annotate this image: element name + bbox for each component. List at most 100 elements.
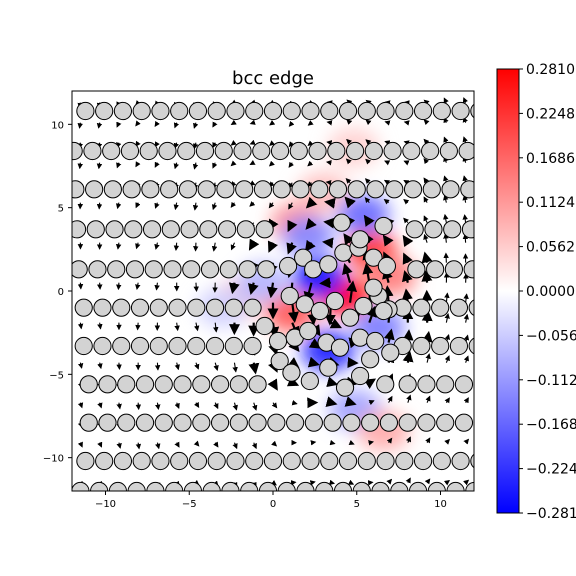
- atom: [141, 180, 160, 199]
- atom: [93, 336, 112, 356]
- displacement-arrow: [319, 277, 331, 289]
- atom: [325, 291, 345, 311]
- displacement-arrow: [192, 162, 199, 170]
- displacement-arrow: [97, 402, 103, 409]
- y-tick-label: −10: [43, 454, 64, 465]
- displacement-arrow: [325, 396, 338, 407]
- atom: [395, 451, 414, 471]
- displacement-arrow: [304, 239, 316, 253]
- displacement-arrow: [423, 119, 430, 126]
- displacement-arrow: [230, 201, 237, 208]
- atom: [182, 260, 201, 279]
- atom: [417, 375, 436, 394]
- displacement-arrow: [382, 285, 394, 303]
- atom: [173, 413, 192, 432]
- atom: [224, 298, 243, 317]
- displacement-arrow: [444, 292, 450, 303]
- displacement-arrow: [364, 197, 371, 204]
- atom: [345, 141, 365, 161]
- atom: [412, 336, 431, 356]
- displacement-arrow: [344, 396, 357, 407]
- displacement-arrow: [363, 378, 377, 389]
- atom: [132, 451, 151, 471]
- displacement-arrow: [463, 479, 470, 486]
- atom: [460, 180, 474, 199]
- atom: [407, 260, 426, 279]
- atom: [245, 101, 264, 121]
- atom: [338, 101, 358, 121]
- atom: [248, 413, 267, 432]
- colorbar-ticks: 0.2810 0.2248 0.1686 0.1124 0.0562 0.0000 −0.0…: [519, 62, 576, 522]
- atom: [86, 220, 105, 239]
- displacement-arrow: [288, 202, 294, 210]
- atom: [328, 180, 348, 199]
- displacement-arrow: [423, 158, 430, 165]
- displacement-arrow: [232, 402, 238, 411]
- displacement-arrow: [213, 402, 219, 410]
- displacement-arrow: [174, 362, 180, 371]
- atom: [98, 375, 117, 394]
- displacement-arrow: [462, 136, 468, 143]
- displacement-arrow: [383, 179, 391, 186]
- displacement-arrow: [249, 201, 256, 207]
- atom: [103, 180, 122, 199]
- atom: [93, 298, 112, 317]
- atom: [470, 453, 474, 469]
- atom: [113, 451, 133, 471]
- displacement-arrow: [154, 202, 160, 209]
- atom: [170, 451, 189, 471]
- displacement-arrow: [135, 442, 142, 450]
- atom: [436, 375, 455, 394]
- atom: [107, 260, 126, 279]
- displacement-arrow: [116, 362, 122, 370]
- displacement-arrow: [344, 196, 356, 209]
- displacement-arrow: [267, 378, 278, 391]
- atom: [304, 413, 323, 432]
- displacement-arrow: [232, 362, 238, 373]
- atom: [417, 413, 436, 432]
- colorbar-tick-label: −0.2248: [526, 462, 576, 478]
- atom: [76, 451, 95, 471]
- atom: [310, 180, 329, 199]
- displacement-arrow: [193, 440, 200, 447]
- atom: [245, 451, 264, 471]
- atom: [199, 220, 218, 239]
- atom: [218, 220, 237, 239]
- displacement-arrow: [364, 178, 371, 184]
- x-tick-label: −5: [182, 499, 197, 510]
- atom: [280, 286, 299, 306]
- displacement-arrow: [269, 140, 276, 146]
- displacement-arrow: [154, 161, 160, 168]
- atom: [142, 220, 162, 239]
- atom: [395, 101, 414, 121]
- atom: [255, 316, 274, 336]
- atom: [301, 451, 320, 471]
- atom: [224, 336, 243, 356]
- atom: [173, 375, 192, 394]
- displacement-arrow: [77, 441, 83, 448]
- displacement-arrow: [154, 120, 160, 127]
- displacement-arrow: [363, 214, 375, 227]
- atom: [158, 141, 177, 161]
- displacement-arrow: [174, 402, 180, 409]
- colorbar-gradient: [496, 68, 520, 514]
- atom: [449, 298, 469, 317]
- atom: [229, 413, 248, 432]
- atom: [135, 413, 155, 432]
- atom: [351, 328, 370, 347]
- displacement-arrow: [288, 161, 294, 168]
- colorbar-tick-label: 0.0562: [526, 240, 575, 256]
- displacement-arrow: [362, 262, 374, 283]
- y-tick-label: 5: [58, 204, 64, 215]
- atom: [300, 371, 319, 391]
- atom: [72, 260, 88, 279]
- displacement-arrow: [212, 121, 218, 128]
- displacement-arrow: [77, 322, 84, 330]
- atom: [451, 451, 470, 471]
- atom: [154, 413, 173, 432]
- displacement-arrow: [323, 197, 336, 209]
- atom: [120, 141, 140, 161]
- displacement-arrow: [326, 140, 333, 146]
- atom: [451, 101, 470, 121]
